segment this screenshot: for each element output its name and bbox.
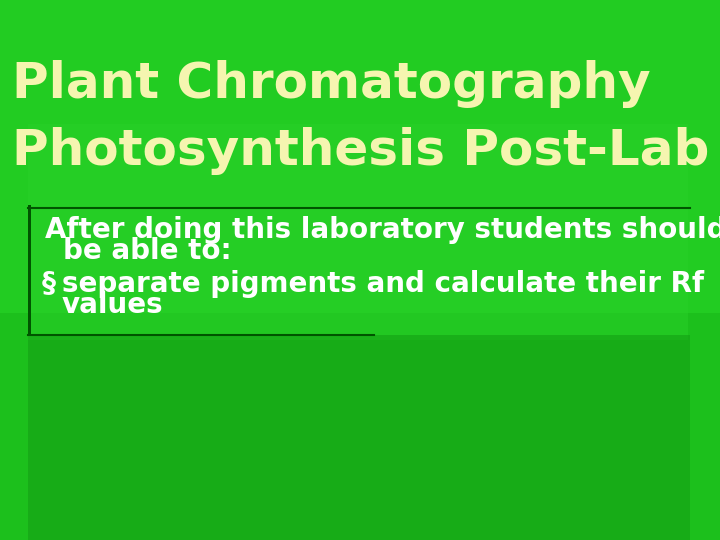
Bar (28, 124, 688, 340)
Text: §: § (42, 269, 56, 298)
Text: values: values (62, 291, 163, 319)
Text: separate pigments and calculate their Rf: separate pigments and calculate their Rf (62, 269, 704, 298)
Bar (28, 205, 31, 335)
Text: Photosynthesis Post-Lab: Photosynthesis Post-Lab (12, 127, 709, 175)
Bar (0, 0, 720, 313)
Text: Plant Chromatography: Plant Chromatography (12, 60, 651, 107)
Bar (28, 335, 690, 540)
Text: be able to:: be able to: (63, 237, 232, 265)
Text: After doing this laboratory students should: After doing this laboratory students sho… (45, 215, 720, 244)
